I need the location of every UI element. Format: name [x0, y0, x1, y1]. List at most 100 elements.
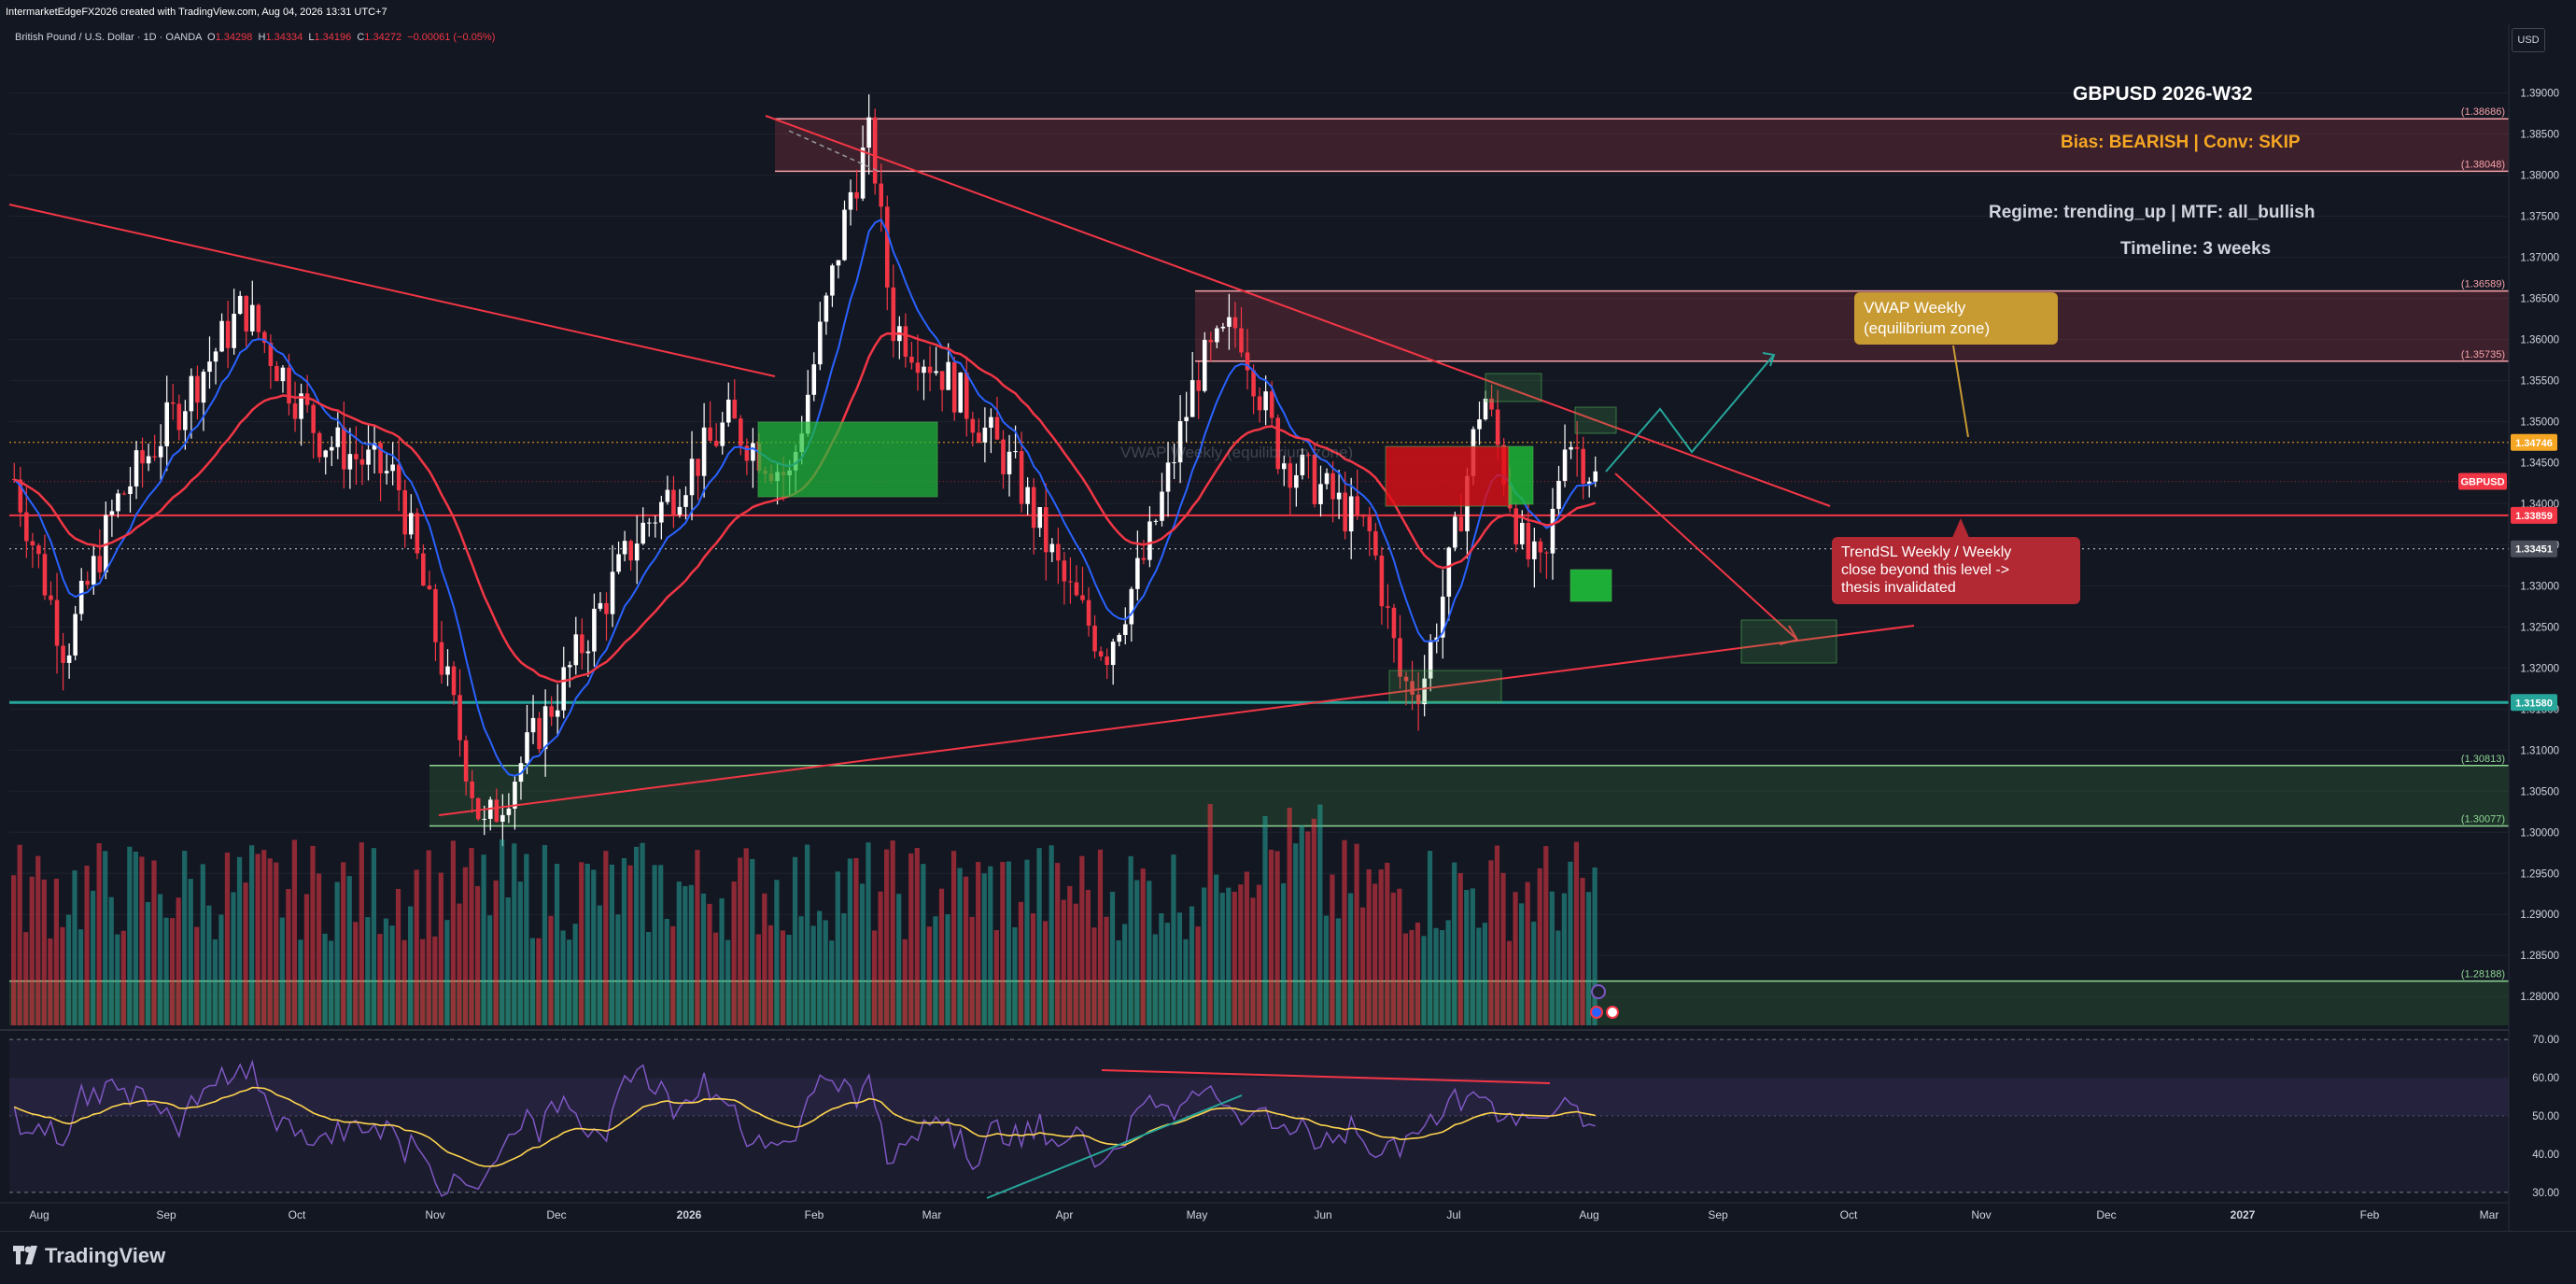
currency-button[interactable]: USD: [2512, 28, 2545, 52]
candle-body: [1227, 317, 1232, 327]
volume-bar: [1470, 888, 1475, 1025]
time-tick-label: Jun: [1314, 1208, 1331, 1221]
volume-bar: [755, 934, 761, 1025]
volume-bar: [1354, 843, 1359, 1025]
volume-bar: [487, 915, 493, 1025]
candle-body: [951, 361, 957, 413]
candle-body: [1562, 449, 1568, 481]
chart-background: [0, 0, 2576, 1231]
volume-bar: [469, 848, 474, 1025]
candle-body: [884, 206, 890, 288]
candle-body: [977, 432, 981, 443]
volume-bar: [1183, 938, 1189, 1025]
volume-bar: [103, 851, 108, 1025]
volume-bar: [145, 901, 151, 1025]
bias-label: Bias: BEARISH | Conv: SKIP: [2061, 133, 2301, 152]
volume-bar: [1555, 930, 1561, 1025]
price-zone: [1195, 290, 2509, 361]
volume-bar: [194, 926, 200, 1025]
candle-body: [262, 332, 267, 344]
volume-bar: [847, 858, 852, 1025]
trendsl-callout-line2: close beyond this level ->: [1841, 562, 2010, 578]
candle-body: [402, 490, 408, 535]
candle-body: [640, 522, 646, 544]
volume-bar: [1464, 890, 1470, 1025]
candle-body: [1440, 596, 1445, 638]
low-box-jun: [1388, 670, 1502, 703]
price-badge-label: GBPUSD: [2460, 476, 2504, 487]
candle-body: [1074, 582, 1079, 596]
volume-bar: [1171, 854, 1176, 1025]
candle-body: [561, 667, 567, 711]
volume-bar: [359, 842, 364, 1025]
candle-body: [213, 351, 218, 362]
volume-bar: [810, 925, 816, 1025]
price-badge: [2458, 473, 2507, 490]
volume-bar: [938, 888, 945, 1025]
volume-bar: [976, 861, 981, 1025]
candle-body: [1189, 380, 1195, 417]
volume-bar: [432, 936, 438, 1025]
vwap-callout[interactable]: VWAP Weekly (equilibrium zone): [1854, 292, 2058, 345]
volume-bar: [401, 939, 407, 1025]
volume-bar: [493, 880, 499, 1025]
volume-bar: [542, 844, 548, 1025]
volume-bar: [206, 905, 212, 1025]
volume-bar: [1378, 869, 1384, 1025]
candle-body: [1215, 328, 1219, 343]
candle-body: [1550, 508, 1555, 554]
trendsl-callout-line1: TrendSL Weekly / Weekly: [1841, 544, 2012, 560]
price-badge-label: 1.33451: [2515, 544, 2553, 556]
volume-bar: [474, 885, 481, 1025]
price-tick-label: 1.39000: [2520, 89, 2559, 100]
volume-bar: [664, 919, 669, 1025]
candle-body: [1312, 454, 1317, 504]
candle-body: [1379, 555, 1385, 607]
supply-box-jul: [1385, 445, 1510, 507]
price-tick-label: 1.29500: [2520, 868, 2559, 880]
candle-body: [66, 655, 72, 663]
volume-bar: [560, 930, 566, 1025]
candle-body: [964, 372, 969, 419]
candle-body: [854, 191, 859, 199]
volume-bar: [1140, 868, 1146, 1025]
volume-bar: [1030, 913, 1036, 1025]
candle-body: [958, 372, 964, 413]
candle-body: [1220, 326, 1226, 329]
volume-bar: [236, 856, 243, 1025]
candle-body: [708, 427, 712, 442]
volume-bar: [926, 926, 932, 1025]
rsi-line: [13, 1059, 1596, 1197]
candle-body: [860, 148, 866, 199]
chart-canvas[interactable]: (1.38686) (1.38048) (1.36589) (1.35735) (1.3…: [0, 0, 2576, 1231]
rsi-tick-label: 70.00: [2532, 1035, 2559, 1046]
candle-body: [1056, 543, 1061, 561]
zone-top-label: (1.38686): [2461, 106, 2505, 118]
volume-bar: [1189, 906, 1195, 1025]
candle-body: [616, 554, 621, 572]
candle-body: [848, 191, 853, 210]
volume-bar: [41, 879, 47, 1025]
volume-bar: [743, 848, 749, 1025]
candle-body: [1117, 634, 1122, 642]
candle-body: [683, 495, 688, 507]
candle-body: [1556, 480, 1561, 509]
volume-bar: [1067, 885, 1073, 1025]
projection-down-arrowhead: [1779, 625, 1799, 645]
price-badge-label: 1.31580: [2515, 698, 2553, 709]
trendsl-callout-pointer: [1951, 518, 1970, 540]
volume-bar: [1592, 867, 1598, 1025]
time-tick-label: Dec: [546, 1208, 566, 1221]
volume-bar: [908, 853, 914, 1025]
candle-body: [1288, 463, 1293, 488]
candle-body: [1373, 530, 1378, 556]
candle-body: [530, 717, 536, 733]
volume-bar: [1091, 927, 1097, 1025]
candle-body: [1202, 339, 1207, 391]
vwap-callout-line2: (equilibrium zone): [1864, 319, 1991, 337]
candle-body: [195, 375, 200, 403]
candle-body: [1129, 588, 1134, 625]
chart-title: GBPUSD 2026-W32: [2073, 83, 2253, 105]
trendsl-callout[interactable]: TrendSL Weekly / Weekly close beyond thi…: [1832, 537, 2080, 604]
candle-body: [927, 366, 933, 374]
